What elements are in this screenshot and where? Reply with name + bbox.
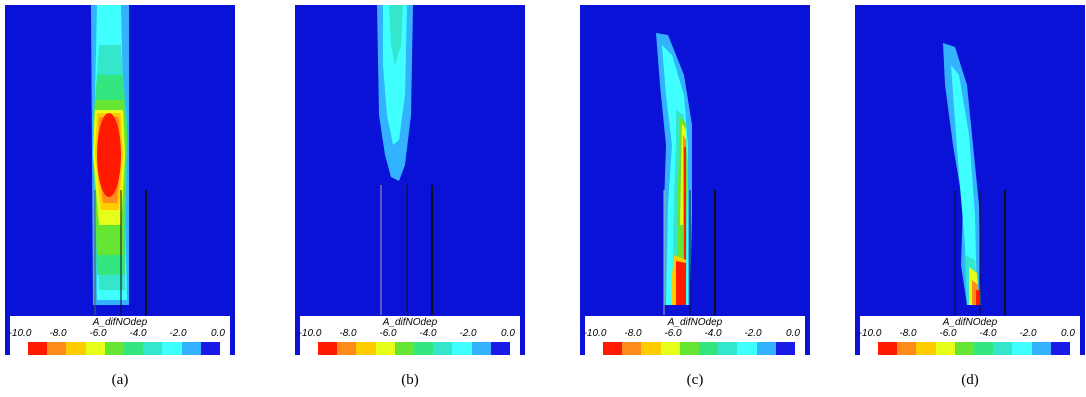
tick-label: -4.0 <box>419 328 437 339</box>
tick-label: -8.0 <box>899 328 917 339</box>
contour-panel-a: A_difNOdep -10.0 -8.0 -6.0 -4.0 -2.0 0.0 <box>5 5 235 355</box>
colorbar-legend-a: A_difNOdep -10.0 -8.0 -6.0 -4.0 -2.0 0.0 <box>8 316 230 355</box>
legend-swatch <box>394 342 415 355</box>
legend-swatch <box>47 342 67 355</box>
legend-swatch <box>104 342 125 355</box>
plume-contour-a <box>91 5 147 315</box>
legend-swatch <box>200 342 221 355</box>
legend-swatch <box>375 342 395 355</box>
legend-title: A_difNOdep <box>92 317 148 328</box>
legend-swatches <box>878 342 1071 355</box>
legend-swatch <box>356 342 376 355</box>
colorbar-legend-c: A_difNOdep -10.0 -8.0 -6.0 -4.0 -2.0 0.0 <box>583 316 805 355</box>
tick-label: -10.0 <box>858 328 882 339</box>
legend-swatch <box>452 342 472 355</box>
legend-swatch <box>337 342 357 355</box>
legend-swatch <box>974 342 994 355</box>
tick-label: -4.0 <box>129 328 147 339</box>
legend-swatch <box>124 342 144 355</box>
legend-swatch <box>1031 342 1051 355</box>
colorbar-legend-b: A_difNOdep -10.0 -8.0 -6.0 -4.0 -2.0 0.0 <box>298 316 520 355</box>
tick-label: -6.0 <box>939 328 957 339</box>
tick-label: 0.0 <box>786 328 800 339</box>
tick-label: -6.0 <box>379 328 397 339</box>
tick-label: -6.0 <box>664 328 682 339</box>
legend-swatch <box>756 342 776 355</box>
legend-swatch <box>641 342 661 355</box>
caption-a: (a) <box>111 372 129 388</box>
caption-b: (b) <box>401 372 419 388</box>
tick-label: -2.0 <box>169 328 187 339</box>
legend-swatch <box>603 342 623 355</box>
legend-ticks: -10.0 -8.0 -6.0 -4.0 -2.0 0.0 <box>583 328 805 340</box>
contour-panel-d: A_difNOdep -10.0 -8.0 -6.0 -4.0 -2.0 0.0 <box>855 5 1085 355</box>
legend-swatch <box>414 342 434 355</box>
legend-swatches <box>28 342 221 355</box>
legend-swatch <box>993 342 1013 355</box>
colorbar-legend-d: A_difNOdep -10.0 -8.0 -6.0 -4.0 -2.0 0.0 <box>858 316 1080 355</box>
legend-ticks: -10.0 -8.0 -6.0 -4.0 -2.0 0.0 <box>858 328 1080 340</box>
legend-swatch <box>162 342 182 355</box>
legend-ticks: -10.0 -8.0 -6.0 -4.0 -2.0 0.0 <box>8 328 230 340</box>
tick-label: 0.0 <box>1061 328 1075 339</box>
legend-swatches <box>603 342 796 355</box>
legend-swatch <box>737 342 757 355</box>
plume-contour-b <box>377 5 433 315</box>
legend-swatch <box>699 342 719 355</box>
tick-label: -4.0 <box>979 328 997 339</box>
plume-contour-d <box>943 43 1006 315</box>
tick-label: -8.0 <box>624 328 642 339</box>
tick-label: -6.0 <box>89 328 107 339</box>
tick-label: -2.0 <box>744 328 762 339</box>
tick-label: -10.0 <box>298 328 322 339</box>
legend-title: A_difNOdep <box>382 317 438 328</box>
legend-swatch <box>679 342 700 355</box>
legend-swatch <box>181 342 201 355</box>
tick-label: -2.0 <box>1019 328 1037 339</box>
legend-swatch <box>433 342 453 355</box>
legend-title: A_difNOdep <box>667 317 723 328</box>
contour-panel-c: A_difNOdep -10.0 -8.0 -6.0 -4.0 -2.0 0.0 <box>580 5 810 355</box>
legend-swatch <box>622 342 642 355</box>
legend-swatch <box>916 342 936 355</box>
legend-swatch <box>85 342 105 355</box>
tick-label: -8.0 <box>339 328 357 339</box>
legend-swatch <box>897 342 917 355</box>
legend-swatch <box>878 342 898 355</box>
tick-label: -10.0 <box>8 328 32 339</box>
legend-title: A_difNOdep <box>942 317 998 328</box>
tick-label: -4.0 <box>704 328 722 339</box>
legend-ticks: -10.0 -8.0 -6.0 -4.0 -2.0 0.0 <box>298 328 520 340</box>
plume-contour-c <box>656 33 716 315</box>
legend-swatch <box>1050 342 1071 355</box>
legend-swatch <box>490 342 511 355</box>
legend-swatch <box>935 342 955 355</box>
legend-swatch <box>954 342 975 355</box>
caption-d: (d) <box>961 372 979 388</box>
tick-label: -8.0 <box>49 328 67 339</box>
contour-panel-b: A_difNOdep -10.0 -8.0 -6.0 -4.0 -2.0 0.0 <box>295 5 525 355</box>
legend-swatch <box>471 342 491 355</box>
legend-swatch <box>66 342 86 355</box>
legend-swatch <box>660 342 680 355</box>
legend-swatch <box>1012 342 1032 355</box>
legend-swatches <box>318 342 511 355</box>
legend-swatch <box>143 342 163 355</box>
legend-swatch <box>718 342 738 355</box>
caption-c: (c) <box>686 372 704 388</box>
legend-swatch <box>318 342 338 355</box>
legend-swatch <box>28 342 48 355</box>
tick-label: -2.0 <box>459 328 477 339</box>
tick-label: 0.0 <box>211 328 225 339</box>
tick-label: -10.0 <box>583 328 607 339</box>
legend-swatch <box>775 342 796 355</box>
tick-label: 0.0 <box>501 328 515 339</box>
